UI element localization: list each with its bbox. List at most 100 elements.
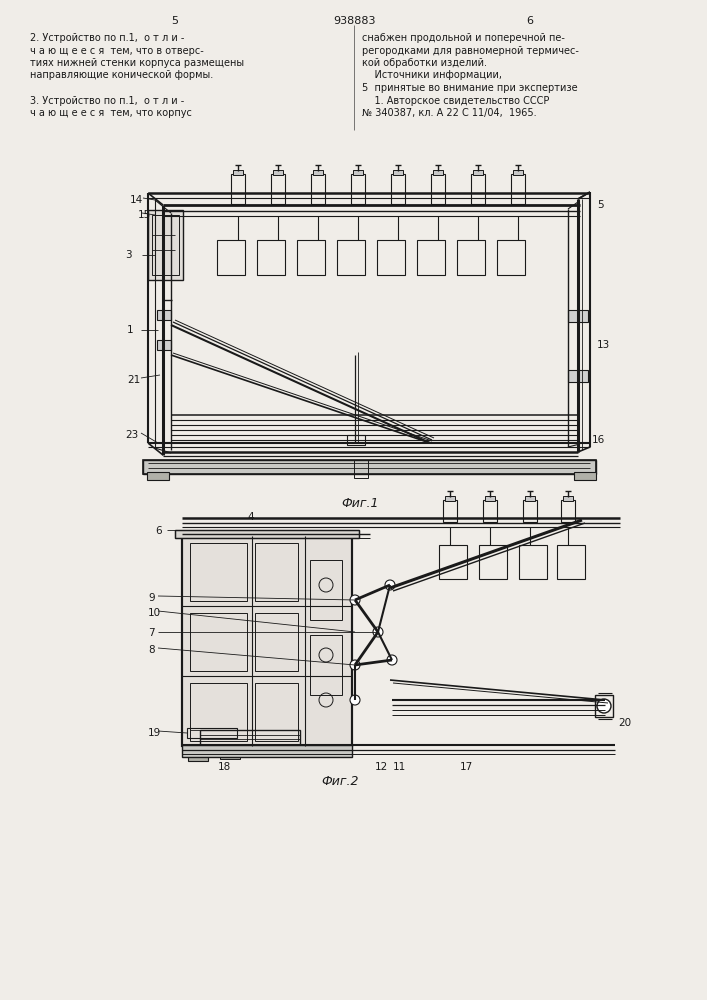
- Text: 19: 19: [148, 728, 161, 738]
- Bar: [217, 240, 245, 275]
- Text: 1: 1: [127, 325, 134, 335]
- Bar: [200, 730, 300, 746]
- Bar: [471, 174, 485, 204]
- Bar: [563, 496, 573, 501]
- Text: 1. Авторское свидетельство СССР: 1. Авторское свидетельство СССР: [362, 96, 549, 105]
- Bar: [513, 170, 523, 175]
- Bar: [483, 500, 497, 522]
- Text: 16: 16: [592, 435, 605, 445]
- Bar: [595, 695, 613, 717]
- Text: кой обработки изделий.: кой обработки изделий.: [362, 58, 487, 68]
- Text: 3. Устройство по п.1,  о т л и -: 3. Устройство по п.1, о т л и -: [30, 96, 185, 105]
- Bar: [574, 472, 596, 480]
- Bar: [233, 170, 243, 175]
- Bar: [271, 174, 285, 204]
- Bar: [485, 496, 495, 501]
- Bar: [190, 683, 247, 741]
- Text: 11: 11: [393, 762, 407, 772]
- Text: 4: 4: [247, 512, 254, 522]
- Bar: [273, 170, 283, 175]
- Bar: [443, 500, 457, 522]
- Bar: [255, 683, 298, 741]
- Text: 5: 5: [172, 16, 178, 26]
- Bar: [188, 753, 208, 761]
- Bar: [310, 560, 342, 620]
- Text: 23: 23: [125, 430, 139, 440]
- Bar: [457, 240, 485, 275]
- Bar: [377, 240, 405, 275]
- Bar: [473, 170, 483, 175]
- Bar: [255, 543, 298, 601]
- Text: 17: 17: [460, 762, 473, 772]
- Bar: [310, 635, 342, 695]
- Bar: [147, 472, 169, 480]
- Bar: [175, 530, 359, 538]
- Circle shape: [385, 580, 395, 590]
- Bar: [417, 240, 445, 275]
- Text: ч а ю щ е е с я  тем, что корпус: ч а ю щ е е с я тем, что корпус: [30, 108, 192, 118]
- Text: регородками для равномерной термичес-: регородками для равномерной термичес-: [362, 45, 579, 55]
- Bar: [143, 460, 596, 474]
- Text: 15: 15: [138, 210, 151, 220]
- Bar: [190, 543, 247, 601]
- Text: 12: 12: [375, 762, 388, 772]
- Text: тиях нижней стенки корпуса размещены: тиях нижней стенки корпуса размещены: [30, 58, 244, 68]
- Bar: [557, 545, 585, 579]
- Text: 938883: 938883: [333, 16, 375, 26]
- Bar: [187, 728, 237, 738]
- Bar: [351, 174, 365, 204]
- Text: 6: 6: [155, 526, 162, 536]
- Bar: [525, 496, 535, 501]
- Bar: [519, 545, 547, 579]
- Bar: [157, 310, 171, 320]
- Bar: [353, 170, 363, 175]
- Text: 5: 5: [597, 200, 604, 210]
- Text: 7: 7: [148, 628, 155, 638]
- Bar: [347, 435, 365, 445]
- Text: 9: 9: [148, 593, 155, 603]
- Text: направляющие конической формы.: направляющие конической формы.: [30, 70, 214, 81]
- Bar: [143, 460, 596, 474]
- Bar: [313, 170, 323, 175]
- Bar: [182, 536, 352, 746]
- Text: 6: 6: [527, 16, 534, 26]
- Bar: [523, 500, 537, 522]
- Text: 18: 18: [218, 762, 231, 772]
- Text: 5  принятые во внимание при экспертизе: 5 принятые во внимание при экспертизе: [362, 83, 578, 93]
- Circle shape: [350, 695, 360, 705]
- Circle shape: [597, 699, 611, 713]
- Bar: [257, 240, 285, 275]
- Text: снабжен продольной и поперечной пе-: снабжен продольной и поперечной пе-: [362, 33, 565, 43]
- Bar: [152, 215, 179, 275]
- Bar: [175, 530, 359, 538]
- Text: 14: 14: [130, 195, 144, 205]
- Circle shape: [350, 595, 360, 605]
- Bar: [479, 545, 507, 579]
- Text: 2. Устройство по п.1,  о т л и -: 2. Устройство по п.1, о т л и -: [30, 33, 185, 43]
- Bar: [568, 310, 588, 322]
- Bar: [297, 240, 325, 275]
- Text: 3: 3: [125, 250, 132, 260]
- Bar: [255, 613, 298, 671]
- Bar: [497, 240, 525, 275]
- Bar: [433, 170, 443, 175]
- Bar: [220, 753, 240, 759]
- Bar: [337, 240, 365, 275]
- Text: Источники информации,: Источники информации,: [362, 70, 502, 81]
- Bar: [182, 745, 352, 757]
- Bar: [190, 613, 247, 671]
- Bar: [157, 340, 171, 350]
- Bar: [182, 536, 352, 746]
- Bar: [511, 174, 525, 204]
- Bar: [148, 210, 183, 280]
- Circle shape: [373, 627, 383, 637]
- Text: 8: 8: [148, 645, 155, 655]
- Text: Фиг.1: Фиг.1: [341, 497, 379, 510]
- Bar: [354, 460, 368, 478]
- Text: ч а ю щ е е с я  тем, что в отверс-: ч а ю щ е е с я тем, что в отверс-: [30, 45, 204, 55]
- Circle shape: [350, 660, 360, 670]
- Bar: [431, 174, 445, 204]
- Bar: [231, 174, 245, 204]
- Text: 21: 21: [127, 375, 140, 385]
- Bar: [561, 500, 575, 522]
